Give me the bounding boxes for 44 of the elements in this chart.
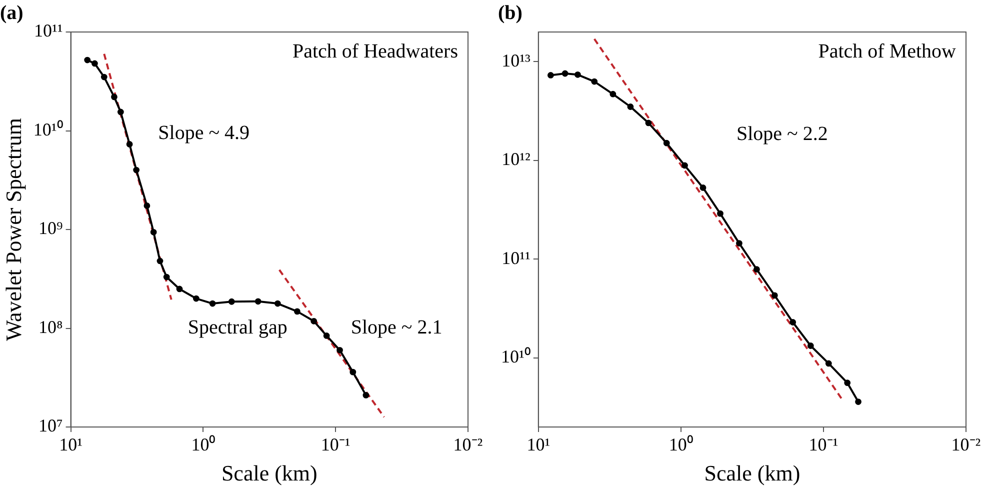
y-tick-label: 10¹⁰ [500,346,530,367]
point [754,266,760,273]
x-tick-label: 10¹ [59,434,82,455]
x-axis-title: Scale (km) [221,460,318,486]
point [627,104,634,110]
point [790,319,796,326]
y-tick-label: 10¹¹ [34,20,63,41]
annotation: Slope ~ 2.2 [736,122,828,145]
annotation: Patch of Methow [818,40,957,62]
y-tick-label: 10⁸ [38,316,63,337]
chart-title: (b) [498,2,522,24]
point [682,162,688,169]
point [771,292,778,299]
point [825,360,832,367]
point [645,120,652,126]
y-axis-title: Wavelet Power Spectrum [0,118,26,342]
x-tick-label: 10¹ [526,434,550,455]
x-tick-label: 10⁰ [668,434,693,455]
annotation: Spectral gap [188,316,288,338]
chart-title: (a) [0,2,24,24]
x-axis-title: Scale (km) [704,460,800,486]
x-tick-label: 10⁻² [951,434,981,455]
point [610,90,616,98]
y-tick-label: 10¹² [502,149,530,170]
annotation: Slope ~ 2.1 [350,316,442,338]
point [700,184,706,191]
x-tick-label: 10⁻¹ [320,434,350,455]
annotation: Patch of Headwaters [292,40,458,62]
point [574,71,581,78]
point [591,78,598,85]
point [844,380,851,386]
point [663,140,670,146]
point [717,210,724,217]
x-tick-label: 10⁰ [191,434,216,455]
y-tick-label: 10¹³ [502,50,531,70]
x-tick-label: 10⁻¹ [808,434,838,455]
y-tick-label: 10⁹ [38,218,63,238]
point [807,342,814,349]
y-tick-label: 10¹¹ [502,248,530,268]
annotation: Slope ~ 4.9 [158,122,250,144]
x-tick-label: 10⁻² [453,434,483,455]
y-tick-label: 10⁷ [38,416,63,436]
point [736,240,742,246]
y-tick-label: 10¹⁰ [33,119,63,140]
